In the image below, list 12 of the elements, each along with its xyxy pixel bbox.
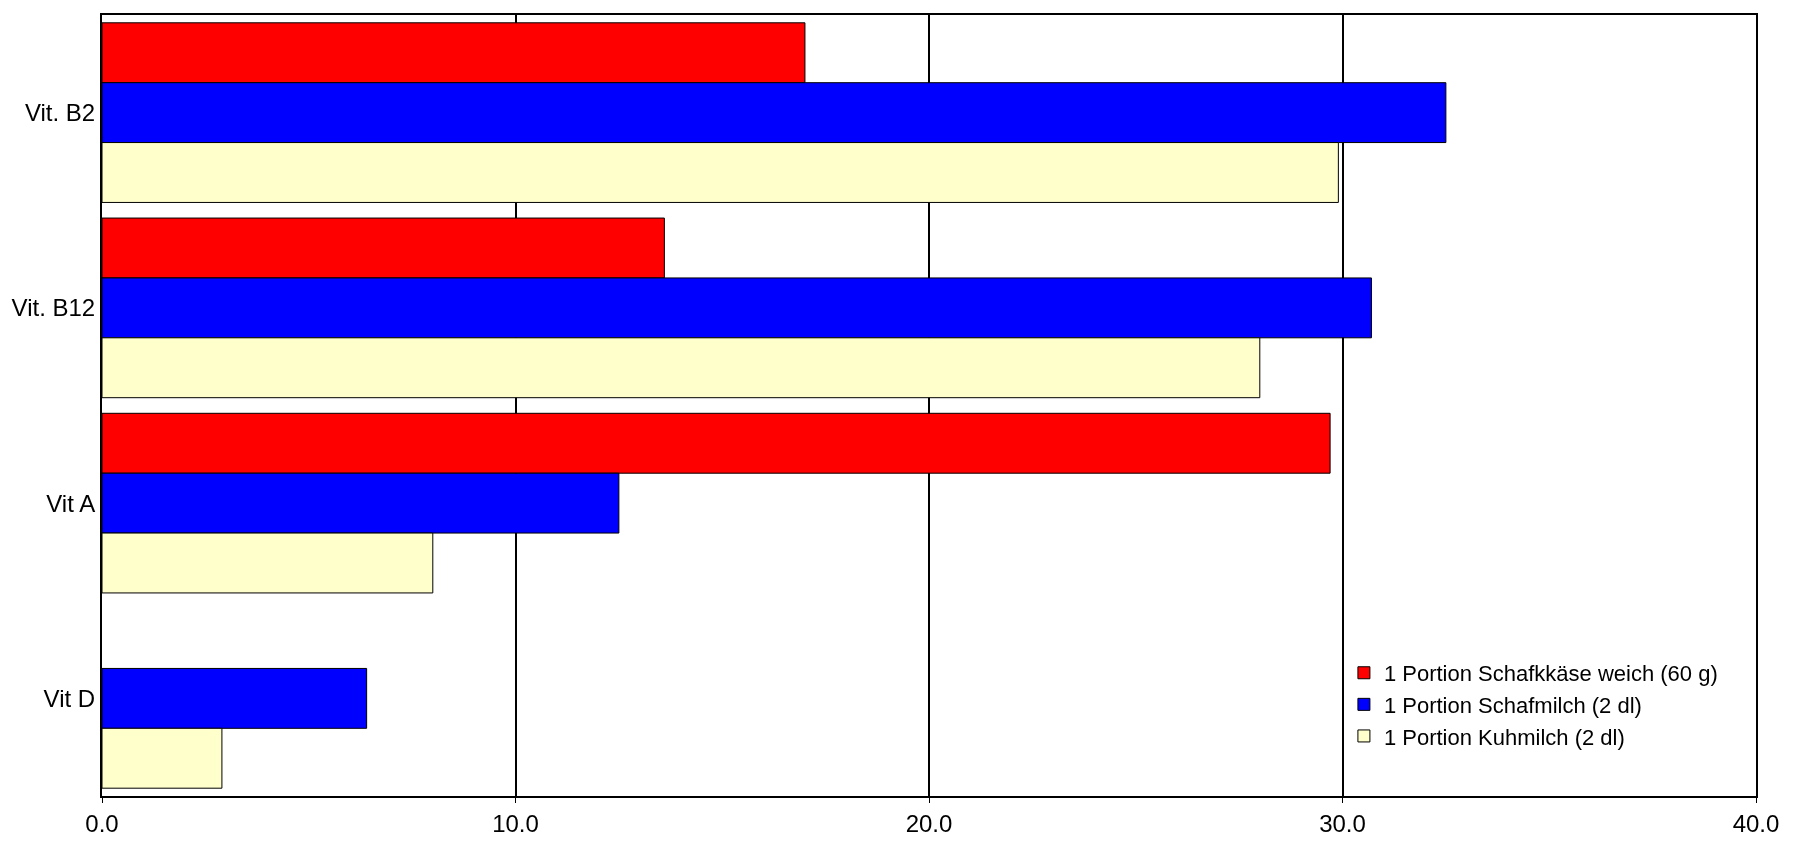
- x-tick-label: 0.0: [85, 809, 119, 837]
- legend-label: 1 Portion Schafkkäse weich (60 g): [1383, 661, 1718, 687]
- y-tick-label: Vit D: [43, 684, 96, 712]
- legend-label: 1 Portion Schafmilch (2 dl): [1383, 692, 1642, 718]
- x-tick-label: 30.0: [1319, 809, 1366, 837]
- y-tick-label: Vit. B12: [11, 294, 96, 322]
- x-tick-label: 10.0: [492, 809, 539, 837]
- y-tick-label: Vit. B2: [24, 99, 96, 127]
- x-tick-label: 40.0: [1732, 809, 1780, 837]
- y-tick-label: Vit A: [46, 489, 96, 517]
- x-tick-label: 20.0: [905, 809, 953, 837]
- legend-label: 1 Portion Kuhmilch (2 dl): [1383, 724, 1625, 750]
